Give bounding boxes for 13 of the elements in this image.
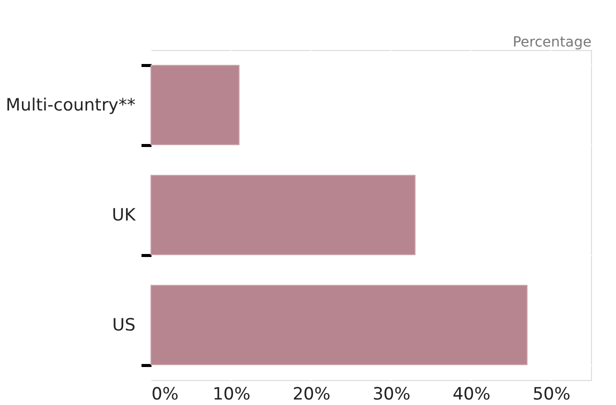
bar (150, 284, 528, 366)
x-tick-label: 40% (452, 384, 490, 404)
x-tick-label: 20% (292, 384, 330, 404)
y-tick-label: UK (112, 206, 136, 226)
x-tick-label: 0% (152, 384, 178, 404)
x-tick-label: 10% (212, 384, 250, 404)
x-axis-title: Percentage (512, 34, 592, 50)
y-tick-label: Multi-country** (6, 96, 136, 116)
bar (150, 64, 240, 146)
x-tick-label: 50% (532, 384, 570, 404)
x-tick-label: 30% (372, 384, 410, 404)
y-tick-label: US (112, 316, 136, 336)
bar (150, 174, 416, 256)
